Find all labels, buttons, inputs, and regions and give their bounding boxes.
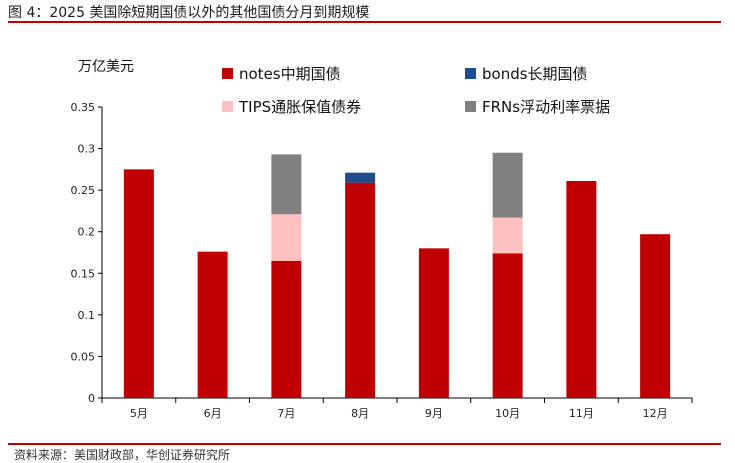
legend-swatch-bonds [465, 68, 476, 79]
bar-segment-frns [492, 152, 523, 218]
legend-label-bonds: bonds长期国债 [482, 65, 588, 83]
legend-label-notes: notes中期国债 [239, 65, 341, 83]
legend: notes中期国债 bonds长期国债 TIPS通胀保值债券 FRNs浮动利率票据 [222, 65, 610, 116]
x-tick-label: 5月 [130, 407, 148, 420]
bar-segment-notes [345, 182, 376, 398]
y-tick-label: 0.2 [78, 226, 96, 239]
y-tick-label: 0.25 [71, 184, 96, 197]
x-tick-label: 11月 [569, 407, 594, 420]
bottom-rule [8, 443, 721, 445]
bar-segment-notes [123, 169, 154, 398]
y-tick-label: 0.05 [71, 350, 96, 363]
x-tick-label: 8月 [351, 407, 369, 420]
legend-swatch-frns [465, 101, 476, 112]
bar-segment-notes [197, 251, 228, 398]
y-tick-label: 0.15 [71, 267, 96, 280]
legend-swatch-tips [222, 101, 233, 112]
x-axis: 5月 6月 7月 8月 9月 10月 11月 12月 [101, 397, 693, 420]
x-tick-label: 7月 [277, 407, 295, 420]
bar-segment-tips [271, 214, 302, 261]
stacked-bar-chart: 万亿美元 notes中期国债 bonds长期国债 TIPS通胀保值债券 FRNs浮动利… [71, 59, 693, 420]
bar-segment-notes [418, 248, 449, 398]
y-tick-label: 0 [88, 392, 95, 405]
source-note: 资料来源：美国财政部，华创证券研究所 [14, 448, 231, 462]
x-tick-label: 9月 [425, 407, 443, 420]
y-tick-label: 0.35 [71, 101, 96, 114]
top-rule [8, 21, 721, 23]
legend-label-frns: FRNs浮动利率票据 [482, 98, 610, 116]
y-tick-label: 0.1 [78, 309, 96, 322]
y-axis-unit-label: 万亿美元 [78, 59, 134, 75]
bar-segment-frns [271, 154, 302, 215]
bar-segment-notes [271, 260, 302, 398]
bar-segment-tips [492, 217, 523, 254]
x-tick-label: 12月 [643, 407, 668, 420]
y-tick-label: 0.3 [78, 143, 96, 156]
bar-segment-notes [566, 180, 597, 398]
bars [123, 152, 671, 398]
bar-segment-notes [492, 253, 523, 398]
bar-segment-bonds [345, 172, 376, 183]
legend-swatch-notes [222, 68, 233, 79]
figure-title: 图 4：2025 美国除短期国债以外的其他国债分月到期规模 [8, 5, 370, 21]
y-axis: 0 0.05 0.1 0.15 0.2 0.25 0.3 0.35 [71, 101, 103, 405]
bar-segment-notes [640, 234, 671, 398]
x-tick-label: 10月 [495, 407, 520, 420]
legend-label-tips: TIPS通胀保值债券 [238, 98, 361, 116]
x-tick-label: 6月 [204, 407, 222, 420]
